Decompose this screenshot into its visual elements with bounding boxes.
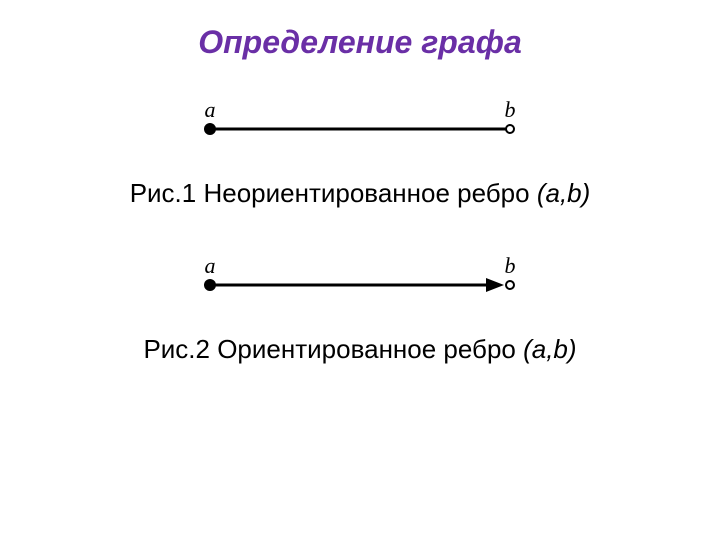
figure-2-svg-wrap: a b [180,257,540,310]
figure-2-caption-prefix: Рис.2 Ориентированное ребро [143,334,523,364]
node-b-dot [506,281,514,289]
node-a-dot [204,279,216,291]
page-title: Определение графа [0,0,720,61]
node-a-label: a [205,101,216,122]
figure-1-svg-wrap: a b [180,101,540,154]
directed-edge-diagram: a b [180,257,540,305]
node-a-dot [204,123,216,135]
figure-2-caption: Рис.2 Ориентированное ребро (a,b) [0,334,720,365]
arrowhead-icon [486,278,504,292]
figure-1-caption-prefix: Рис.1 Неориентированное ребро [130,178,537,208]
node-b-dot [506,125,514,133]
node-b-label: b [505,101,516,122]
figure-1-caption-notation: (a,b) [537,178,590,208]
figure-1-caption: Рис.1 Неориентированное ребро (a,b) [0,178,720,209]
figure-2-block: a b Рис.2 Ориентированное ребро (a,b) [0,257,720,365]
figure-2-caption-notation: (a,b) [523,334,576,364]
figure-1-block: a b Рис.1 Неориентированное ребро (a,b) [0,101,720,209]
undirected-edge-diagram: a b [180,101,540,149]
node-b-label: b [505,257,516,278]
node-a-label: a [205,257,216,278]
